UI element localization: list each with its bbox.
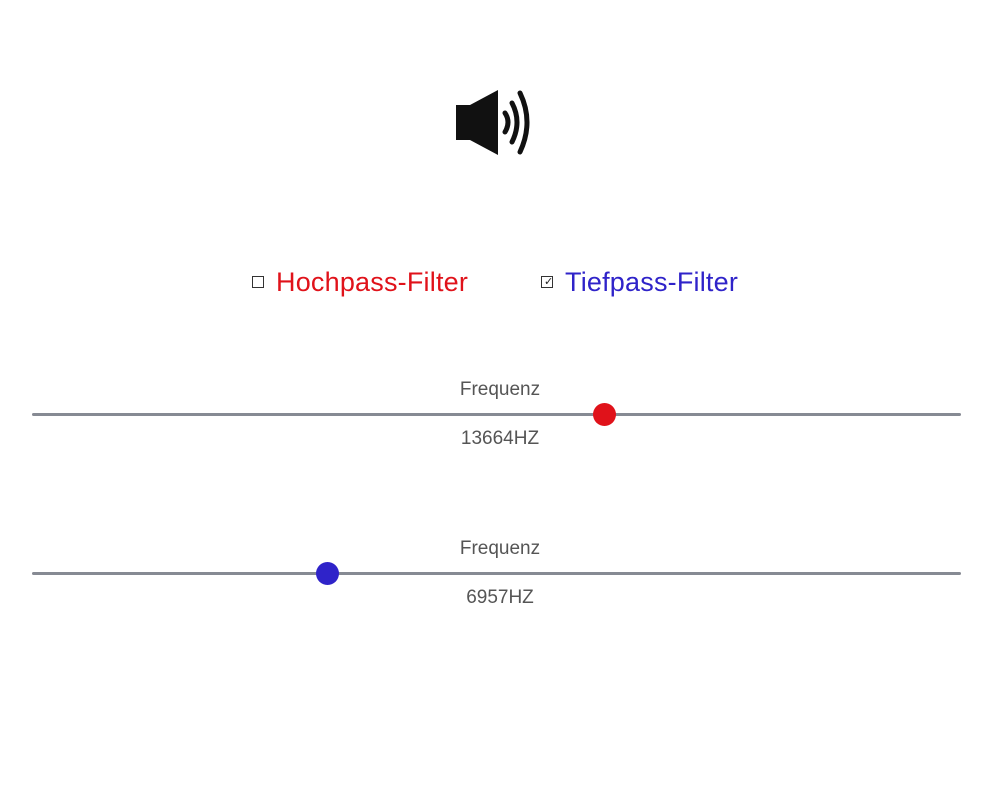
frequency-value: 6957HZ <box>466 587 534 608</box>
highpass-checkbox[interactable] <box>252 276 264 288</box>
highpass-filter-label: Hochpass-Filter <box>276 266 469 297</box>
speaker-icon[interactable] <box>454 88 542 158</box>
lowpass-checkmark: ✓ <box>544 275 554 288</box>
lowpass-frequency-slider-group: Frequenz 6957HZ <box>0 535 1000 625</box>
lowpass-filter-label: Tiefpass-Filter <box>565 266 739 297</box>
frequency-slider-thumb[interactable] <box>593 403 617 426</box>
frequency-value: 13664HZ <box>460 428 540 449</box>
lowpass-filter-option[interactable]: ✓ Tiefpass-Filter <box>541 262 738 302</box>
highpass-frequency-slider-group: Frequenz 13664HZ <box>0 376 1000 466</box>
frequency-slider-track[interactable] <box>32 403 961 426</box>
frequency-slider-track[interactable] <box>32 562 961 585</box>
filter-options: Hochpass-Filter ✓ Tiefpass-Filter <box>0 262 1000 302</box>
highpass-filter-option[interactable]: Hochpass-Filter <box>252 262 468 302</box>
slider-title: Frequenz <box>459 379 541 400</box>
lowpass-checkbox[interactable]: ✓ <box>541 276 553 288</box>
frequency-slider-thumb[interactable] <box>316 562 340 585</box>
slider-title: Frequenz <box>459 538 541 559</box>
